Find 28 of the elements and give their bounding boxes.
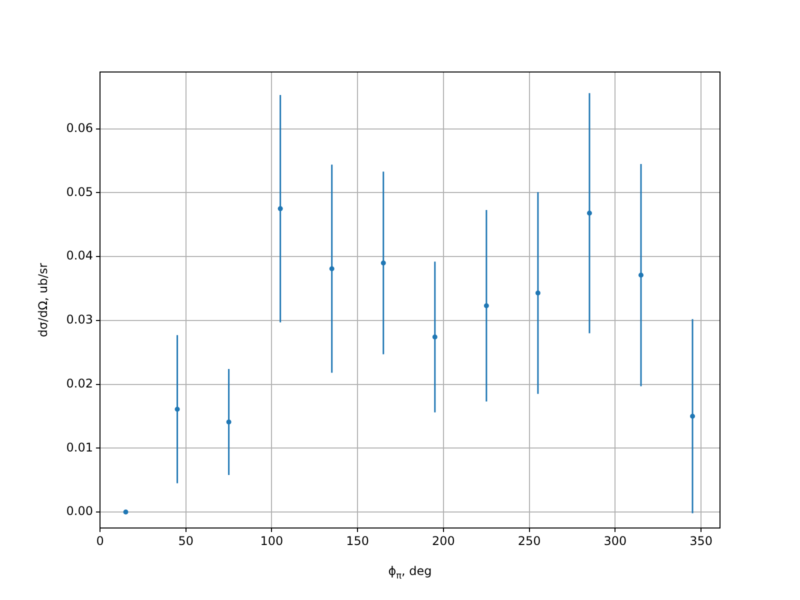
y-axis-title: dσ/dΩ, ub/sr [36, 262, 50, 338]
y-tick-label: 0.04 [66, 248, 93, 263]
point [278, 206, 283, 212]
x-tick-label: 200 [432, 534, 455, 548]
x-tick-label: 100 [260, 534, 284, 548]
y-tick-label: 0.01 [66, 440, 93, 454]
x-tick-label: 250 [518, 534, 541, 548]
y-tick-label: 0.05 [66, 184, 93, 199]
x-tick-label: 50 [178, 534, 194, 548]
point [535, 290, 540, 296]
point [329, 266, 334, 272]
point [432, 334, 438, 340]
point [380, 260, 386, 266]
y-tick-label: 0.00 [66, 504, 93, 518]
x-tick-label: 150 [346, 534, 370, 548]
point [123, 510, 128, 515]
x-tick-label: 300 [604, 534, 627, 548]
x-tick-label: 0 [96, 534, 104, 548]
point [484, 303, 489, 308]
point [226, 419, 232, 424]
y-tick-label: 0.06 [66, 120, 93, 135]
y-tick-label: 0.03 [66, 312, 93, 327]
point [586, 210, 592, 216]
x-tick-label: 350 [690, 534, 713, 548]
point [690, 414, 696, 419]
point [638, 272, 644, 278]
point [174, 406, 180, 412]
y-tick-label: 0.02 [66, 376, 93, 390]
